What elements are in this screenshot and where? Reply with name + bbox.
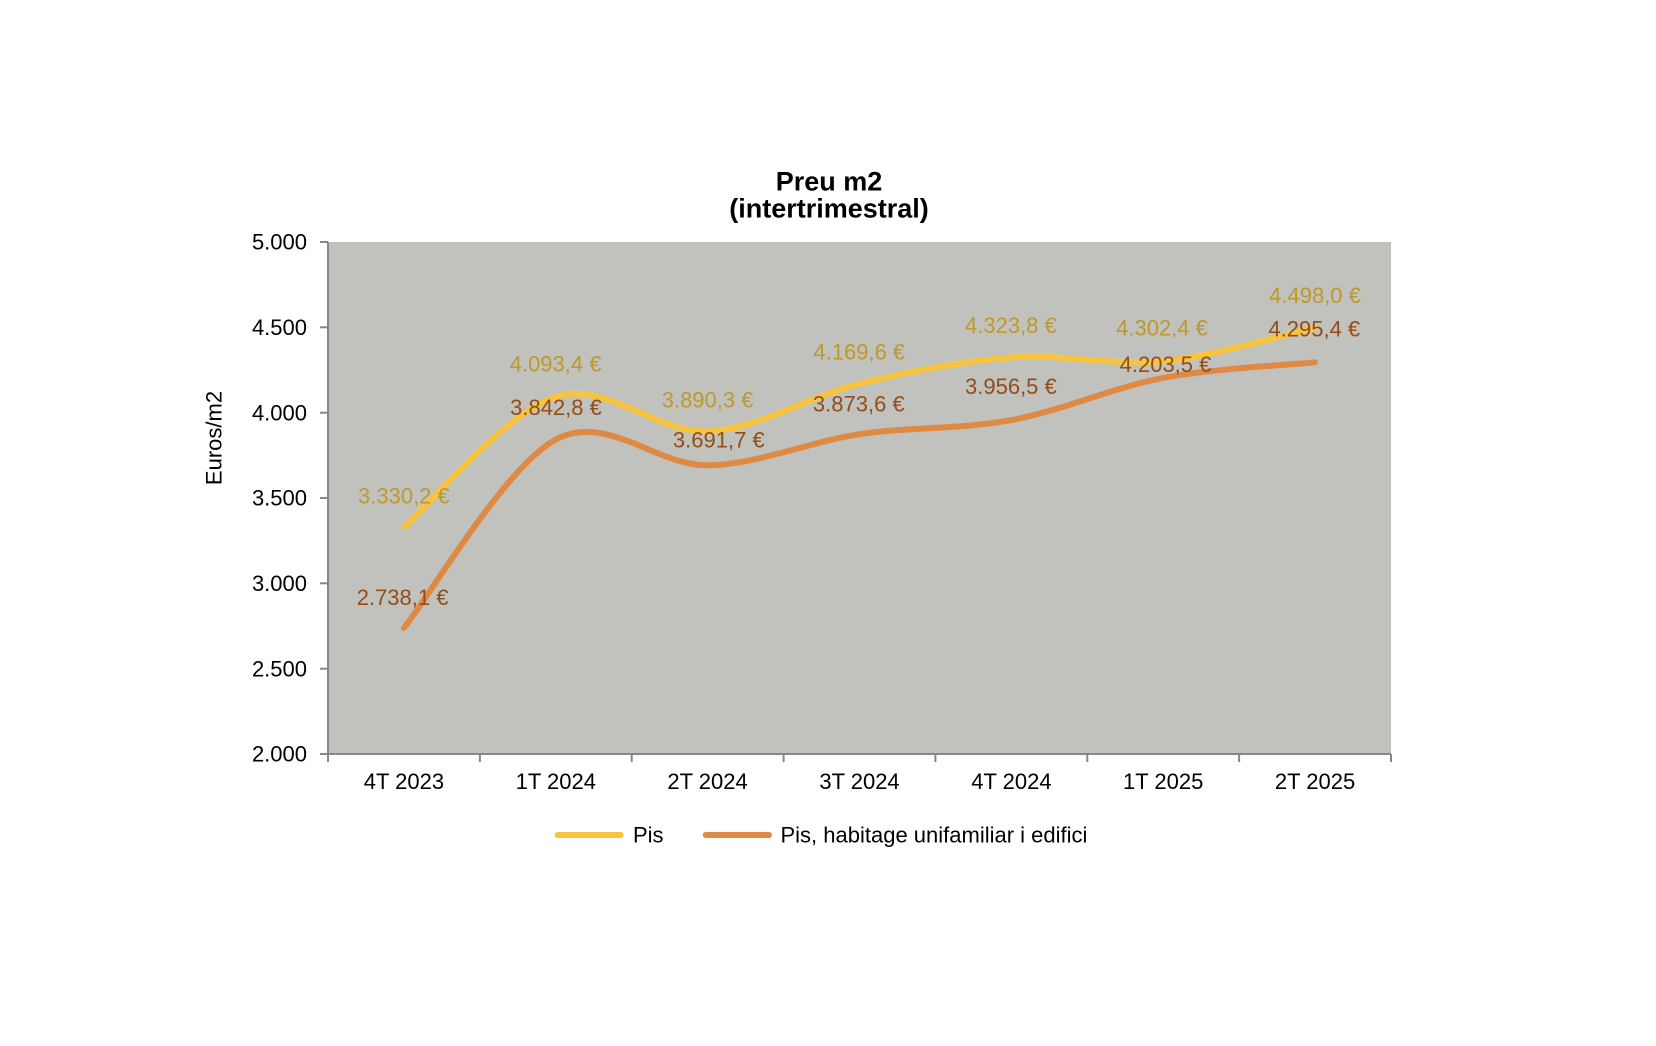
svg-text:Preu m2: Preu m2 [776,167,883,197]
svg-text:(intertrimestral): (intertrimestral) [729,193,929,223]
svg-text:2T 2025: 2T 2025 [1275,769,1355,794]
svg-text:4T 2024: 4T 2024 [971,769,1051,794]
svg-text:4.295,4 €: 4.295,4 € [1268,317,1360,342]
svg-text:2.500: 2.500 [252,656,307,681]
svg-text:3.500: 3.500 [252,486,307,511]
svg-text:4T 2023: 4T 2023 [364,769,444,794]
svg-text:3.000: 3.000 [252,571,307,596]
svg-text:2.000: 2.000 [252,742,307,767]
svg-text:3.842,8 €: 3.842,8 € [510,395,602,420]
svg-text:3.890,3 €: 3.890,3 € [662,387,754,412]
svg-text:2.738,1 €: 2.738,1 € [357,585,449,610]
svg-text:4.498,0 €: 4.498,0 € [1269,283,1361,308]
svg-text:2T 2024: 2T 2024 [667,769,747,794]
svg-text:Pis, habitage unifamiliar i ed: Pis, habitage unifamiliar i edifici [781,823,1088,848]
svg-text:3T 2024: 3T 2024 [819,769,899,794]
svg-text:4.169,6 €: 4.169,6 € [813,339,905,364]
svg-text:4.302,4 €: 4.302,4 € [1116,316,1208,341]
svg-text:4.500: 4.500 [252,315,307,340]
svg-text:4.323,8 €: 4.323,8 € [965,313,1057,338]
svg-text:3.691,7 €: 3.691,7 € [673,427,765,452]
svg-text:Pis: Pis [633,823,664,848]
svg-text:1T 2024: 1T 2024 [516,769,596,794]
svg-text:4.000: 4.000 [252,400,307,425]
svg-text:1T 2025: 1T 2025 [1123,769,1203,794]
svg-text:3.956,5 €: 3.956,5 € [965,374,1057,399]
svg-text:5.000: 5.000 [252,230,307,255]
svg-text:3.330,2 €: 3.330,2 € [358,484,450,509]
svg-text:4.203,5 €: 4.203,5 € [1120,352,1212,377]
svg-text:3.873,6 €: 3.873,6 € [813,392,905,417]
svg-text:Euros/m2: Euros/m2 [202,391,227,485]
svg-text:4.093,4 €: 4.093,4 € [510,351,602,376]
